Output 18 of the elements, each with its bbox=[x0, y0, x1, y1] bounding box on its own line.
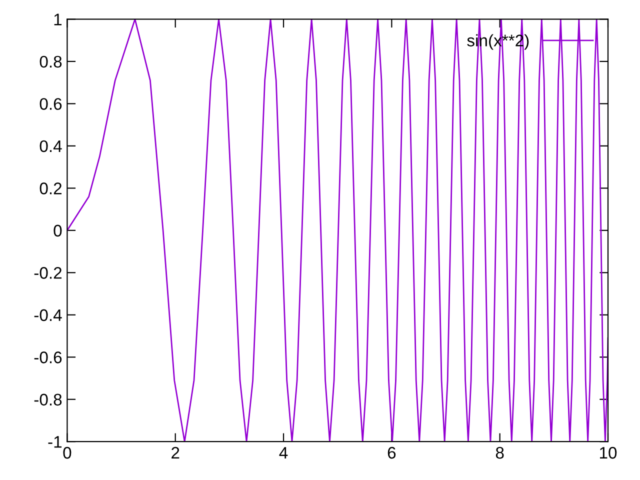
y-tick-label: -1 bbox=[48, 436, 62, 448]
y-tick-label: 1 bbox=[54, 14, 62, 26]
x-tick-label: 8 bbox=[496, 446, 504, 459]
y-tick-label: 0.8 bbox=[40, 56, 62, 68]
y-tick-label: 0.4 bbox=[40, 140, 62, 152]
y-tick-label: -0.2 bbox=[34, 267, 62, 279]
x-tick-label: 0 bbox=[63, 446, 72, 459]
x-tick-label: 10 bbox=[600, 446, 617, 459]
y-tick-label: -0.8 bbox=[34, 394, 62, 406]
line-series bbox=[67, 19, 608, 442]
y-tick-label: 0.2 bbox=[40, 182, 62, 194]
x-tick-label: 4 bbox=[279, 447, 288, 459]
y-tick-label: -0.6 bbox=[34, 352, 62, 364]
y-tick-label: 0 bbox=[54, 224, 62, 237]
x-tick-label: 6 bbox=[388, 446, 396, 459]
x-tick-label: 2 bbox=[172, 446, 180, 459]
y-tick-label: -0.4 bbox=[34, 309, 62, 322]
y-tick-label: 0.6 bbox=[40, 98, 62, 110]
